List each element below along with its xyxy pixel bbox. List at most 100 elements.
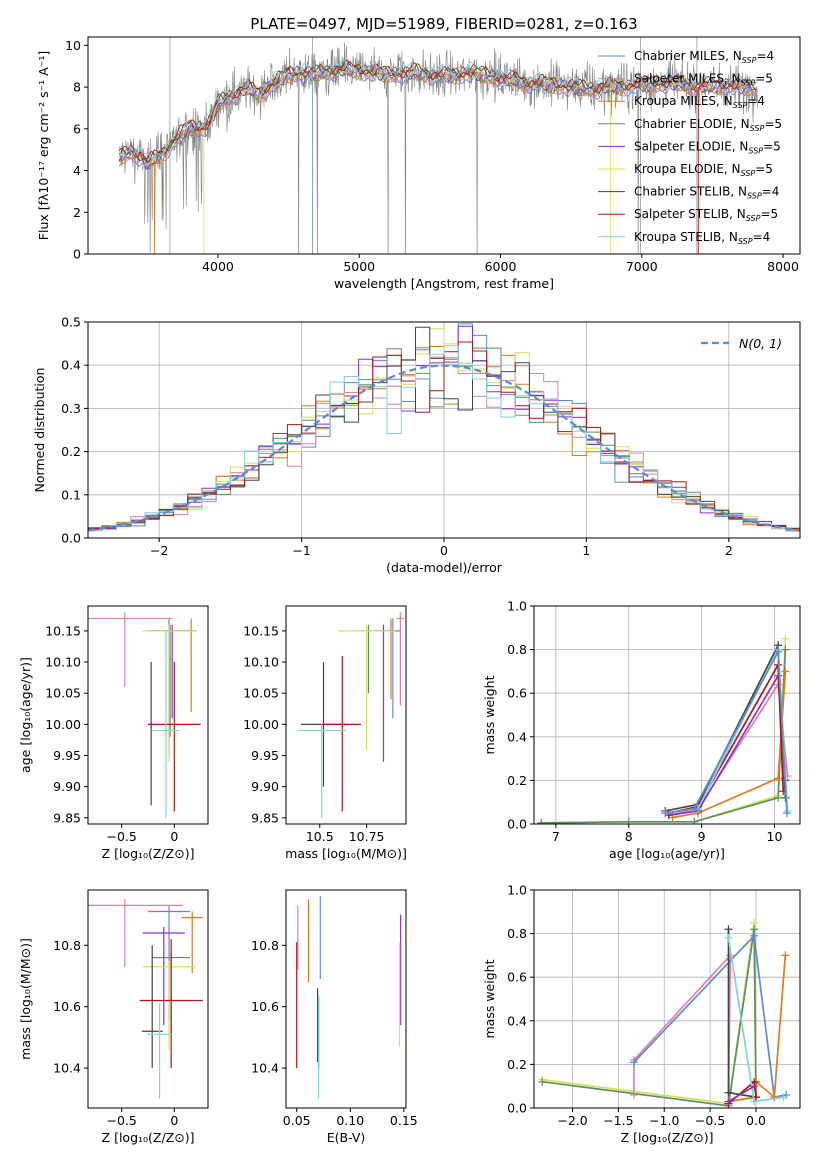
x-tick-label: 9 — [698, 829, 706, 844]
weight-marker — [690, 817, 699, 824]
y-tick-label: 0.2 — [507, 773, 527, 788]
x-tick-label: 0.0 — [746, 1113, 766, 1128]
y-axis-label: mass weight — [482, 675, 497, 754]
y-tick-label: 0.4 — [507, 1013, 527, 1028]
x-tick-label: 0.15 — [390, 1113, 418, 1128]
axes-frame — [533, 889, 801, 1109]
weight-marker — [724, 933, 733, 942]
panel-age_vs_mass: 10.5 10.75 9.85 9.90 9.95 10.00 10.05 10.10 10.1… — [243, 605, 407, 861]
x-tick-label: 1 — [582, 543, 590, 558]
y-tick-label: 0.0 — [507, 1101, 527, 1116]
y-tick-label: 0.4 — [507, 729, 527, 744]
y-tick-label: 0.8 — [507, 642, 527, 657]
y-tick-label: 9.85 — [53, 810, 81, 825]
legend-entry: Kroupa STELIB, NSSP=4 — [634, 230, 770, 246]
y-axis-label: Normed distribution — [32, 368, 47, 493]
weight-marker — [661, 809, 670, 818]
weight-marker — [538, 1077, 547, 1086]
x-tick-label: 0 — [170, 829, 178, 844]
y-tick-label: 1.0 — [507, 883, 527, 898]
panel-residuals: −2 −1 0 1 2 0.0 0.1 0.2 0.3 0.4 0.5 (data-model)/er… — [32, 315, 801, 575]
weight-marker — [770, 1093, 779, 1102]
panel-mass_vs_z: −0.5 0 10.4 10.6 10.8 Z [log₁₀(Z/Z⊙)] mass [lo… — [18, 889, 209, 1145]
plot-area-mass_vs_z — [88, 899, 203, 1099]
y-tick-label: 0.3 — [61, 401, 81, 416]
y-tick-label: 0.8 — [507, 926, 527, 941]
weight-marker — [750, 1082, 759, 1091]
normal-curve — [88, 364, 800, 532]
y-axis-label: mass weight — [482, 959, 497, 1038]
y-axis-label: age [log₁₀(age/yr)] — [18, 657, 33, 773]
x-tick-label: −1.0 — [649, 1113, 679, 1128]
y-axis-label: mass [log₁₀(M/M⊙)] — [18, 938, 33, 1060]
y-tick-label: 6 — [73, 121, 81, 136]
y-tick-label: 2 — [73, 205, 81, 220]
x-tick-label: −2.0 — [557, 1113, 587, 1128]
y-tick-label: 9.90 — [53, 779, 81, 794]
axes-frame — [87, 889, 209, 1109]
weight-marker — [781, 645, 790, 654]
x-tick-label: 10.75 — [349, 829, 385, 844]
y-tick-label: 10 — [65, 38, 81, 53]
x-tick-label: −0.5 — [107, 829, 137, 844]
x-tick-label: −2 — [150, 543, 168, 558]
spectrum-model-line — [118, 61, 757, 164]
y-tick-label: 10.4 — [53, 1061, 81, 1076]
weight-marker — [690, 804, 699, 813]
axes-frame — [533, 605, 801, 825]
weight-marker — [781, 951, 790, 960]
x-tick-label: 0 — [440, 543, 448, 558]
plot-area-spectrum — [118, 37, 758, 254]
x-tick-label: −1.5 — [603, 1113, 633, 1128]
plot-area-mass_vs_ebv — [296, 896, 402, 1099]
weight-marker — [724, 1088, 733, 1097]
weight-marker — [781, 667, 790, 676]
y-tick-label: 0 — [73, 247, 81, 262]
weight-marker — [624, 817, 633, 824]
y-tick-label: 0.0 — [507, 817, 527, 832]
y-tick-label: 10.00 — [243, 717, 279, 732]
y-tick-label: 10.8 — [53, 938, 81, 953]
legend-entry: Kroupa ELODIE, NSSP=5 — [634, 162, 773, 178]
residual-histogram — [88, 345, 800, 532]
x-tick-label: 7000 — [626, 259, 658, 274]
weight-marker — [724, 1097, 733, 1106]
y-tick-label: 0.0 — [61, 531, 81, 546]
spectrum-model-line — [118, 59, 757, 160]
plot-area-age_vs_z — [88, 612, 201, 818]
y-tick-label: 0.2 — [507, 1057, 527, 1072]
panel-weight_vs_z: −2.0 −1.5 −1.0 −0.5 0.0 0.0 0.2 0.4 0.6 0.8 1.0 Z [… — [482, 883, 801, 1145]
y-tick-label: 10.05 — [45, 686, 81, 701]
y-tick-label: 0.2 — [61, 444, 81, 459]
x-tick-label: 0 — [170, 1113, 178, 1128]
x-tick-label: 8 — [625, 829, 633, 844]
panel-age_vs_z: −0.5 0 9.85 9.90 9.95 10.00 10.05 10.10 10.15 Z [… — [18, 605, 209, 861]
axes-frame — [87, 605, 209, 825]
plot-area-weight_vs_z — [538, 918, 791, 1108]
y-tick-label: 9.95 — [53, 748, 81, 763]
y-tick-label: 10.05 — [243, 686, 279, 701]
y-tick-label: 10.10 — [45, 655, 81, 670]
y-tick-label: 0.4 — [61, 358, 81, 373]
y-tick-label: 1.0 — [507, 599, 527, 614]
weight-marker — [774, 774, 783, 783]
x-tick-label: 10.5 — [306, 829, 334, 844]
weight-marker — [750, 1097, 759, 1106]
y-tick-label: 9.90 — [251, 779, 279, 794]
weight-marker — [782, 809, 791, 818]
figure-title: PLATE=0497, MJD=51989, FIBERID=0281, z=0… — [250, 15, 637, 33]
weight-marker — [537, 818, 546, 824]
weight-marker — [774, 793, 783, 802]
legend-entry: Salpeter STELIB, NSSP=5 — [634, 207, 778, 223]
weight-line — [665, 648, 788, 814]
axes-frame — [285, 605, 407, 825]
x-tick-label: 6000 — [485, 259, 517, 274]
x-axis-label: wavelength [Angstrom, rest frame] — [334, 276, 554, 291]
legend-entry: Chabrier ELODIE, NSSP=5 — [634, 117, 782, 133]
spectrum-legend: Chabrier MILES, NSSP=4 Salpeter MILES, NS… — [598, 49, 782, 246]
weight-marker — [774, 647, 783, 656]
axes-frame — [87, 36, 801, 255]
weight-marker — [629, 1058, 638, 1067]
x-axis-label: Z [log₁₀(Z/Z⊙)] — [621, 1130, 714, 1145]
